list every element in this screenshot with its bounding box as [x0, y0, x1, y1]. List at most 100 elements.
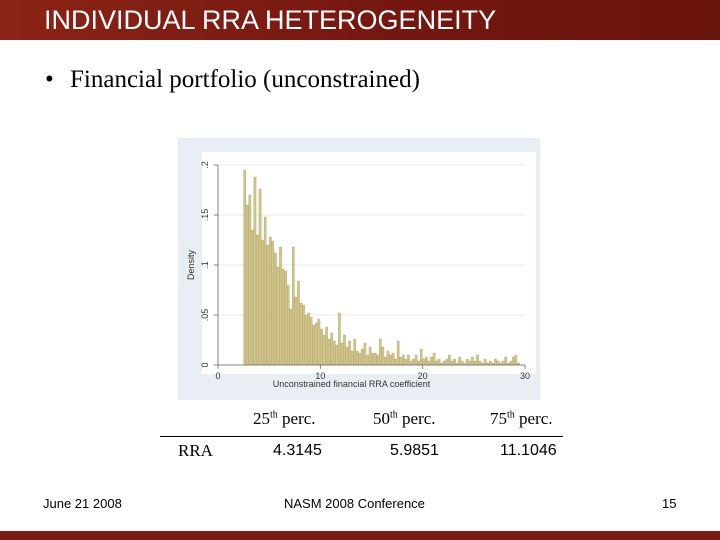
histogram-bar — [422, 358, 426, 366]
histogram-bar — [263, 216, 267, 366]
histogram-bar — [325, 326, 328, 366]
header-p75-num: 75 — [490, 409, 507, 428]
histogram-bar — [327, 338, 331, 366]
histogram-bar — [245, 204, 249, 366]
histogram-bar — [425, 356, 428, 366]
histogram-bar — [261, 239, 264, 366]
histogram-bar — [442, 360, 446, 366]
histogram-bar — [281, 268, 285, 366]
header-p50-rest: perc. — [397, 409, 436, 428]
histogram-bar — [381, 346, 385, 366]
histogram-bar — [512, 356, 515, 366]
histogram-bar — [253, 176, 257, 366]
histogram-bar — [366, 354, 369, 366]
header-p25-num: 25 — [253, 409, 270, 428]
histogram-bar — [453, 358, 456, 366]
x-tick-label: 10 — [315, 371, 325, 381]
value-p25: 4.3145 — [273, 442, 322, 459]
y-axis-title: Density — [186, 249, 196, 280]
histogram-bar — [478, 360, 482, 366]
value-p50: 5.9851 — [390, 442, 439, 459]
histogram-bar — [332, 340, 336, 366]
histogram-bar — [386, 350, 390, 366]
header-p50-sup: th — [390, 409, 398, 421]
histogram-bar — [322, 334, 326, 366]
histogram-bar — [384, 356, 387, 366]
histogram-bar — [430, 356, 433, 366]
y-tick-label: .05 — [200, 309, 210, 322]
axis-layer: 0 .05 .1 .15 .2 0 10 20 30 Unconstrained financia… — [186, 161, 530, 389]
footer-conference: NASM 2008 Conference — [284, 496, 425, 511]
histogram-bar — [284, 270, 287, 366]
histogram-bar — [419, 348, 423, 366]
histogram-bar — [335, 344, 339, 366]
histogram-bar — [432, 352, 436, 366]
histogram-bar — [343, 334, 346, 366]
histogram-bar — [363, 342, 367, 366]
histogram-bar — [304, 314, 308, 366]
histogram-bar — [358, 352, 362, 366]
histogram-bar — [243, 169, 246, 366]
y-tick-label: .2 — [200, 161, 210, 169]
header-p75: 75th perc. — [490, 409, 553, 429]
histogram-bar — [376, 354, 380, 366]
histogram-bar — [299, 302, 303, 366]
histogram-bar — [251, 229, 254, 366]
histogram-bar — [312, 324, 316, 366]
histogram-bar — [460, 360, 464, 366]
histogram-bar — [466, 358, 469, 366]
histogram-bar — [248, 194, 252, 366]
histogram-bar — [394, 358, 397, 366]
histogram-bar — [379, 338, 382, 366]
histogram-bar — [266, 244, 270, 366]
histogram-bar — [371, 352, 374, 366]
bottom-bar — [0, 531, 720, 540]
histogram-bar — [435, 360, 438, 366]
histogram-bar — [494, 358, 497, 366]
title-bar: INDIVIDUAL RRA HETEROGENEITY — [0, 0, 720, 40]
histogram-bar — [471, 356, 474, 366]
histogram-bar — [368, 346, 372, 366]
histogram-bar — [317, 318, 321, 366]
histogram-bar — [258, 188, 262, 366]
histogram-bar — [302, 304, 305, 366]
histogram-bar — [279, 246, 282, 366]
histogram-bar — [450, 360, 454, 366]
histogram-bar — [353, 338, 356, 366]
y-tick-label: .1 — [200, 261, 210, 269]
header-p50-num: 50 — [373, 409, 390, 428]
histogram-bar — [483, 358, 487, 366]
histogram-bar — [445, 358, 449, 366]
histogram-bar — [269, 236, 272, 366]
histogram-bar — [458, 356, 461, 366]
histogram-bar — [355, 350, 359, 366]
histogram-bar — [468, 360, 472, 366]
histogram-bar — [373, 352, 377, 366]
histogram-bar — [330, 332, 333, 366]
x-tick-label: 30 — [520, 371, 530, 381]
histogram-bar — [427, 360, 431, 366]
x-axis-title: Unconstrained financial RRA coefficient — [273, 379, 431, 389]
header-p25-rest: perc. — [277, 409, 316, 428]
histogram-bar — [320, 328, 323, 366]
histogram-bar — [345, 346, 349, 366]
histogram-bar — [501, 360, 505, 366]
histogram-bar — [396, 340, 400, 366]
histogram-bar — [294, 296, 298, 366]
histogram-bar — [309, 316, 313, 366]
histogram-bar — [417, 360, 420, 366]
histogram-bar — [286, 284, 290, 366]
value-p75: 11.1046 — [500, 442, 557, 459]
histogram-bar — [414, 354, 418, 366]
histogram-bar — [361, 348, 364, 366]
header-p25-sup: th — [270, 409, 278, 421]
footer-date: June 21 2008 — [43, 496, 122, 511]
histogram-bar — [496, 360, 500, 366]
histogram-bar — [297, 280, 300, 366]
table-rule — [160, 436, 563, 437]
histogram-bar — [402, 354, 405, 366]
histogram-bar — [514, 354, 518, 366]
histogram-bar — [473, 360, 477, 366]
histogram-bar — [338, 312, 341, 366]
histogram-bar — [391, 352, 395, 366]
